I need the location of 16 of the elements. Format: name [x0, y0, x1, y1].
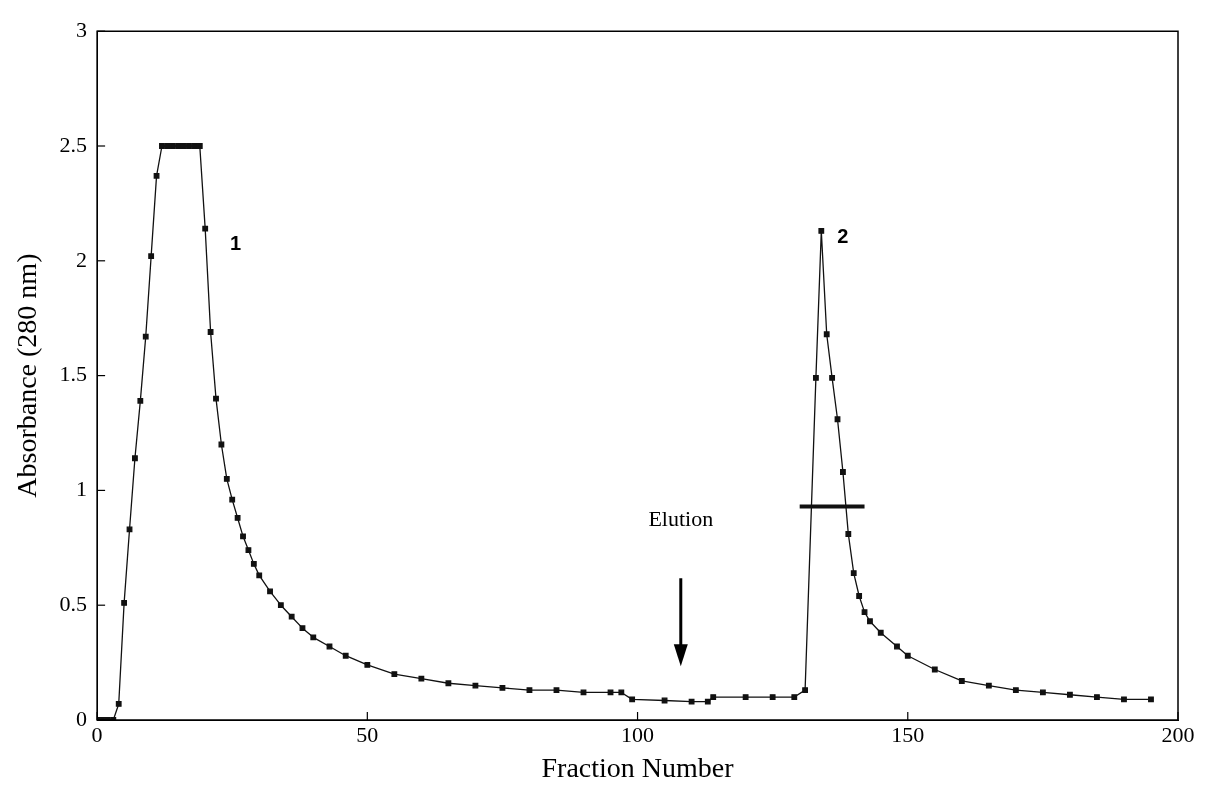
x-axis-title: Fraction Number [541, 751, 735, 783]
y-tick-label: 2.5 [59, 131, 88, 157]
annotation: 1 [229, 232, 242, 255]
y-tick-label: 3 [76, 16, 88, 42]
y-tick-label: 2 [76, 246, 88, 272]
x-tick-label: 50 [356, 721, 379, 747]
annotation: Elution [648, 506, 714, 532]
y-axis-title: Absorbance (280 nm) [11, 253, 43, 498]
x-tick-label: 150 [891, 721, 925, 747]
y-tick-label: 0.5 [59, 590, 88, 616]
annotation: 2 [837, 225, 849, 248]
y-tick-label: 1 [76, 476, 88, 502]
x-tick-label: 100 [621, 721, 655, 747]
y-tick-label: 0 [76, 705, 88, 731]
x-tick-label: 200 [1161, 721, 1195, 747]
y-tick-label: 1.5 [59, 361, 88, 387]
